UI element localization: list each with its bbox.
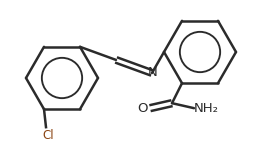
Text: N: N (148, 66, 158, 78)
Text: Cl: Cl (42, 129, 54, 142)
Text: O: O (138, 102, 148, 115)
Text: NH₂: NH₂ (193, 102, 218, 115)
